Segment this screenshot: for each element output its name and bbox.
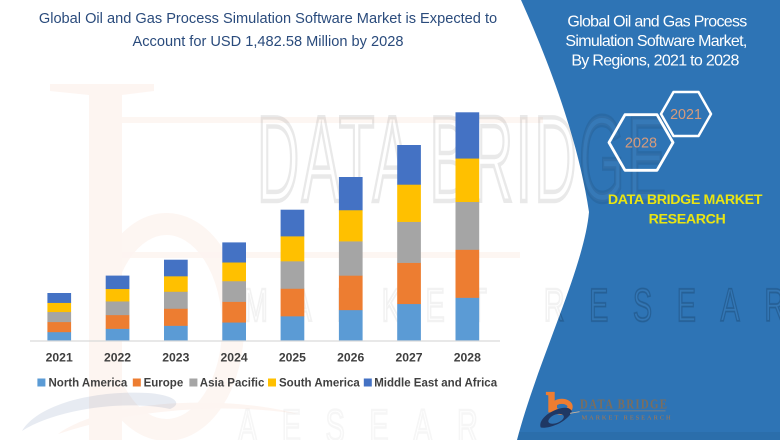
- svg-text:Account for USD 1,482.58 Milli: Account for USD 1,482.58 Million by 2028: [133, 34, 404, 50]
- svg-text:2028: 2028: [625, 136, 657, 152]
- svg-text:2025: 2025: [279, 351, 306, 365]
- svg-text:MARKET RESEARCH: MARKET RESEARCH: [244, 280, 780, 332]
- svg-text:MARKET RESEARCH: MARKET RESEARCH: [582, 415, 673, 422]
- svg-text:North America: North America: [49, 377, 128, 389]
- svg-text:2023: 2023: [162, 351, 189, 365]
- svg-text:2022: 2022: [104, 351, 131, 365]
- svg-text:RESEARCH: RESEARCH: [649, 211, 726, 227]
- svg-text:Asia Pacific: Asia Pacific: [200, 377, 265, 389]
- svg-text:2026: 2026: [337, 351, 364, 365]
- svg-text:DATA BRIDGE MARKET: DATA BRIDGE MARKET: [608, 192, 763, 208]
- svg-text:2021: 2021: [46, 351, 73, 365]
- svg-text:2028: 2028: [454, 351, 481, 365]
- svg-text:Middle East and Africa: Middle East and Africa: [374, 377, 498, 389]
- svg-text:South America: South America: [279, 377, 360, 389]
- svg-text:AESEAR: AESEAR: [238, 401, 503, 440]
- svg-text:DATA BRIDGE: DATA BRIDGE: [580, 397, 668, 412]
- svg-text:2024: 2024: [221, 351, 248, 365]
- svg-text:Europe: Europe: [144, 377, 184, 389]
- svg-text:Global Oil and Gas Process Sim: Global Oil and Gas Process Simulation So…: [39, 11, 497, 27]
- svg-text:2027: 2027: [395, 351, 422, 365]
- svg-text:Global Oil and Gas Process: Global Oil and Gas Process: [567, 14, 747, 31]
- svg-text:Simulation Software Market,: Simulation Software Market,: [565, 33, 746, 50]
- svg-text:By Regions, 2021 to 2028: By Regions, 2021 to 2028: [571, 53, 739, 70]
- svg-text:2021: 2021: [670, 107, 702, 123]
